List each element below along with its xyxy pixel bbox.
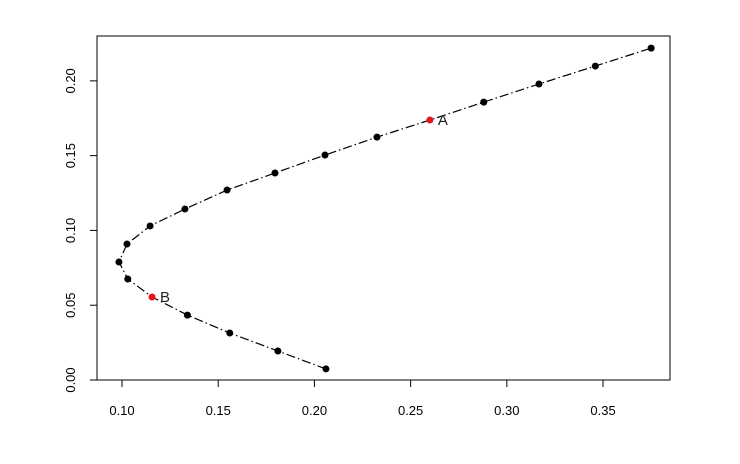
x-tick-label: 0.25: [398, 403, 423, 418]
y-tick-label: 0.20: [63, 68, 78, 93]
point: [124, 275, 132, 283]
point: [183, 311, 191, 319]
point: [647, 44, 655, 52]
plot-box: [96, 35, 671, 381]
point: [322, 365, 330, 373]
y-tick-label: 0.05: [63, 293, 78, 318]
point: [123, 240, 131, 248]
point: [271, 169, 279, 177]
point: [148, 293, 156, 301]
point: [115, 258, 123, 266]
y-tick-label: 0.00: [63, 367, 78, 392]
y-tick-label: 0.10: [63, 218, 78, 243]
frontier-line: [118, 47, 652, 370]
x-tick-label: 0.15: [206, 403, 231, 418]
point: [373, 133, 381, 141]
point-label: B: [160, 289, 170, 306]
point: [426, 116, 434, 124]
point: [223, 186, 231, 194]
point: [480, 98, 488, 106]
point: [321, 151, 329, 159]
point: [535, 80, 543, 88]
point: [226, 329, 234, 337]
point: [146, 222, 154, 230]
point: [181, 205, 189, 213]
x-tick-label: 0.20: [302, 403, 327, 418]
x-tick-label: 0.35: [590, 403, 615, 418]
point-label: A: [438, 112, 448, 129]
x-tick-label: 0.10: [109, 403, 134, 418]
x-tick-label: 0.30: [494, 403, 519, 418]
y-tick-label: 0.15: [63, 143, 78, 168]
point: [591, 62, 599, 70]
point: [274, 347, 282, 355]
